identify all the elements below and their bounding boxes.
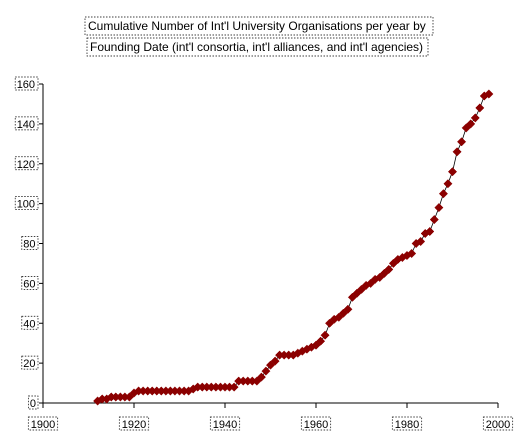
data-point bbox=[443, 179, 453, 189]
data-point bbox=[466, 119, 476, 129]
x-tick-label: 2000 bbox=[486, 419, 510, 431]
chart-title-line-2: Founding Date (int'l consortia, int'l al… bbox=[90, 40, 423, 54]
y-tick-label-box bbox=[21, 315, 39, 330]
chart-title-line-1: Cumulative Number of Int'l University Or… bbox=[88, 19, 426, 33]
data-point bbox=[416, 236, 426, 247]
x-tick-label: 1900 bbox=[31, 419, 55, 431]
y-tick-label: 60 bbox=[23, 278, 35, 290]
data-point bbox=[470, 113, 480, 123]
data-point bbox=[384, 264, 394, 274]
x-tick-label: 1920 bbox=[122, 419, 146, 431]
y-tick-label: 80 bbox=[23, 239, 35, 251]
data-point bbox=[447, 167, 458, 177]
data-point bbox=[425, 226, 435, 237]
data-point bbox=[484, 89, 494, 99]
y-tick-label-box bbox=[21, 355, 39, 370]
data-point bbox=[452, 147, 462, 157]
x-axis-tick-labels: 1900 1920 1940 1960 1980 2000 bbox=[27, 416, 514, 431]
y-tick-label-box bbox=[14, 116, 39, 131]
data-point bbox=[434, 203, 444, 213]
data-point bbox=[429, 215, 439, 225]
data-point bbox=[320, 330, 330, 340]
x-tick-label-box bbox=[482, 416, 514, 431]
y-axis-tick-labels: 0 20 40 60 80 100 120 140 160 bbox=[14, 76, 39, 410]
x-tick-label-box bbox=[118, 416, 150, 431]
chart-title: Cumulative Number of Int'l University Or… bbox=[84, 16, 434, 57]
data-point bbox=[475, 103, 485, 113]
data-point bbox=[229, 382, 239, 392]
y-tick-label: 40 bbox=[23, 318, 35, 330]
data-point bbox=[261, 366, 271, 376]
data-point bbox=[438, 189, 448, 199]
y-tick-label-box bbox=[14, 156, 39, 171]
axes bbox=[39, 83, 499, 408]
data-point bbox=[457, 137, 467, 147]
y-tick-label: 140 bbox=[17, 119, 35, 131]
data-points bbox=[93, 89, 494, 406]
y-tick-label-box bbox=[28, 395, 39, 410]
y-tick-label-box bbox=[21, 276, 39, 290]
data-point bbox=[256, 372, 266, 382]
x-tick-label-box bbox=[27, 416, 59, 431]
y-tick-label: 120 bbox=[17, 159, 35, 171]
y-tick-label-box bbox=[14, 76, 39, 91]
x-tick-label-box bbox=[391, 416, 423, 431]
data-point bbox=[270, 356, 280, 366]
x-tick-label: 1960 bbox=[304, 419, 328, 431]
y-tick-label: 0 bbox=[30, 398, 36, 410]
y-tick-label-box bbox=[21, 236, 39, 250]
y-tick-label: 100 bbox=[17, 199, 35, 211]
y-tick-label: 160 bbox=[17, 79, 35, 91]
y-tick-label-box bbox=[14, 196, 39, 210]
x-tick-label-box bbox=[300, 416, 332, 431]
x-tick-label-box bbox=[209, 416, 241, 431]
data-point bbox=[343, 304, 353, 314]
x-tick-label: 1940 bbox=[213, 419, 237, 431]
data-point bbox=[316, 336, 326, 346]
y-tick-label: 20 bbox=[23, 358, 35, 370]
x-tick-label: 1980 bbox=[395, 419, 419, 431]
data-point bbox=[407, 248, 417, 259]
